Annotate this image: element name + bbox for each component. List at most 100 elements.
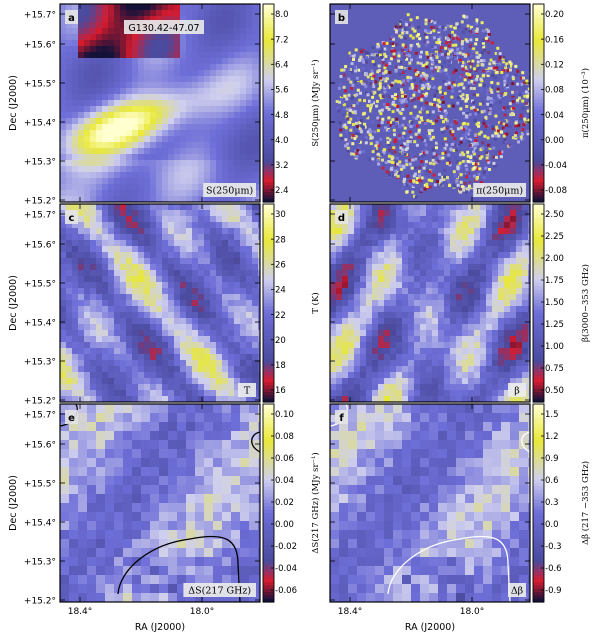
panel-d-letter-box: [335, 210, 348, 224]
panel-a-letter: a: [68, 13, 75, 24]
panel-e-image: [60, 404, 260, 602]
colorbar-frame: [532, 203, 545, 403]
panel-c-label-box: [238, 383, 256, 397]
colorbar-tick-label: 1.00: [545, 342, 564, 352]
panel-c-colorbar: 16 18 20 22 24 26 28 30 T (K): [262, 203, 321, 403]
colorbar-tick-label: 3.2: [275, 161, 289, 171]
colorbar-tick-label: 2.50: [545, 210, 564, 220]
panel-e-letter-box: [65, 410, 78, 424]
colorbar-tick-label: 0.02: [275, 498, 294, 508]
colorbar-tick-label: 6.4: [275, 60, 289, 70]
dec-axis-label: Dec (J2000): [8, 275, 19, 331]
colorbar-tick-label: -0.04: [545, 161, 567, 171]
panel-b-label: π(250μm): [476, 186, 523, 197]
panel-a-frame: [59, 3, 261, 203]
colorbar-tick-label: 0.06: [275, 454, 294, 464]
panel-f-contour-edge: [521, 431, 530, 453]
colorbar-tick-label: 28: [275, 235, 286, 245]
panel-e-contour-main: [117, 535, 241, 602]
panel-e-letter: e: [68, 413, 75, 424]
colorbar-tick-label: 4.8: [275, 111, 289, 121]
ra-axis-label: RA (J2000): [405, 622, 455, 633]
colorbar-tick-label: -0.3: [545, 542, 562, 552]
colorbar-tick-label: 20: [275, 336, 286, 346]
colorbar-tick-label: 26: [275, 260, 286, 270]
panel-c-colorbar-label: T (K): [310, 292, 321, 313]
panel-c-label: T: [244, 386, 251, 397]
panel-b-colorbar-label: π(250μm) (10⁻³): [580, 68, 591, 138]
panel-c-frame: [59, 203, 261, 403]
panel-b-frame: [329, 3, 531, 203]
dec-tick-label: +15.2°: [24, 397, 56, 407]
panel-b-colorbar: -0.08 -0.04 0.00 0.04 0.08 0.12 0.16 0.20 π(250μ…: [532, 3, 591, 203]
panel-f-letter: f: [339, 413, 344, 424]
dec-tick-label: +15.6°: [24, 41, 56, 51]
panel-d-colorbar: 0.50 0.75 1.00 1.25 1.50 1.75 2.00 2.25 2.50 β(30…: [532, 203, 591, 403]
panel-c-letter: c: [69, 213, 75, 224]
colorbar-tick-label: 0.08: [545, 86, 564, 96]
panel-d-image: [330, 204, 530, 402]
panel-f-image: [330, 404, 530, 602]
panel-e: +15.2° +15.3° +15.4° +15.5° +15.6° +15.7° 18.4…: [8, 403, 321, 633]
panel-f: 18.4° 18.0° f Δβ -0.9 -0.6 -0.3 0.0 0.3 0.6 0.9 1.2…: [329, 403, 591, 633]
panel-d-letter: d: [338, 213, 345, 224]
ra-tick-label: 18.4°: [68, 607, 93, 617]
dec-tick-label: +15.5°: [24, 80, 56, 90]
colorbar-tick-label: 0.04: [545, 111, 564, 121]
colorbar-tick-label: 1.75: [545, 276, 564, 286]
colorbar-tick-label: 1.25: [545, 320, 564, 330]
colorbar-tick-label: 0.04: [275, 476, 294, 486]
panel-a-letter-box: [65, 10, 78, 24]
dec-tick-label: +15.4°: [24, 519, 56, 529]
colorbar-tick-label: 0.16: [545, 35, 564, 45]
panel-d: d β 0.50 0.75 1.00 1.25 1.50 1.75 2.00 2.25 2.50 β(…: [329, 203, 591, 403]
panel-e-label-box: [183, 583, 256, 597]
ra-tick-label: 18.0°: [190, 607, 215, 617]
dec-tick-label: +15.6°: [24, 241, 56, 251]
colorbar-tick-label: -0.06: [275, 586, 297, 596]
colorbar-tick-label: 1.2: [545, 432, 559, 442]
panel-f-colorbar: -0.9 -0.6 -0.3 0.0 0.3 0.6 0.9 1.2 1.5 Δβ (217 −3…: [532, 403, 591, 603]
dec-tick-label: +15.7°: [24, 11, 56, 21]
dec-tick-label: +15.3°: [24, 558, 56, 568]
panel-c: +15.2° +15.3° +15.4° +15.5° +15.6° +15.7° c T 16…: [8, 203, 321, 407]
colorbar-tick-label: 8.0: [275, 10, 289, 20]
panel-e-contour-edge: [251, 431, 260, 453]
colorbar-tick-label: 0.10: [275, 410, 294, 420]
colorbar-frame: [532, 403, 545, 603]
dec-tick-label: +15.3°: [24, 358, 56, 368]
colorbar-tick-label: 2.00: [545, 254, 564, 264]
panel-b-image: [330, 4, 530, 202]
colorbar-tick-label: 2.4: [275, 186, 289, 196]
colorbar-tick-label: -0.9: [545, 586, 562, 596]
colorbar-tick-label: -0.02: [275, 542, 297, 552]
colorbar-tick-label: 0.20: [545, 10, 564, 20]
colorbar-tick-label: 0.00: [545, 136, 564, 146]
panel-a-colorbar-label: S(250μm) (MJy sr⁻¹): [310, 59, 321, 147]
colorbar-frame: [262, 3, 275, 203]
panel-b: b π(250μm) -0.08 -0.04 0.00 0.04 0.08 0.12 0.16 0…: [329, 3, 591, 203]
panel-b-letter-box: [335, 10, 348, 24]
dec-tick-label: +15.2°: [24, 197, 56, 207]
colorbar-tick-label: 4.0: [275, 136, 289, 146]
dec-tick-label: +15.3°: [24, 158, 56, 168]
ra-tick-label: 18.4°: [338, 607, 363, 617]
panel-b-letter: b: [338, 13, 345, 24]
colorbar-tick-label: -0.08: [545, 186, 567, 196]
dec-tick-label: +15.4°: [24, 319, 56, 329]
colorbar-tick-label: 0.50: [545, 386, 564, 396]
dec-tick-label: +15.5°: [24, 280, 56, 290]
panel-e-colorbar: -0.06 -0.04 -0.02 0.00 0.02 0.04 0.06 0.08 0.10 Δ…: [262, 403, 321, 603]
panel-c-letter-box: [65, 210, 78, 224]
colorbar-tick-label: 1.5: [545, 410, 559, 420]
colorbar-frame: [262, 203, 275, 403]
colorbar-tick-label: 5.6: [275, 86, 289, 96]
colorbar-tick-label: 30: [275, 210, 286, 220]
panel-f-letter-box: [335, 410, 348, 424]
panel-b-label-box: [473, 183, 526, 197]
colorbar-tick-label: 22: [275, 311, 286, 321]
source-title-box: [124, 20, 204, 34]
colorbar-tick-label: 2.25: [545, 232, 564, 242]
colorbar-tick-label: -0.6: [545, 564, 562, 574]
dec-tick-label: +15.7°: [24, 411, 56, 421]
